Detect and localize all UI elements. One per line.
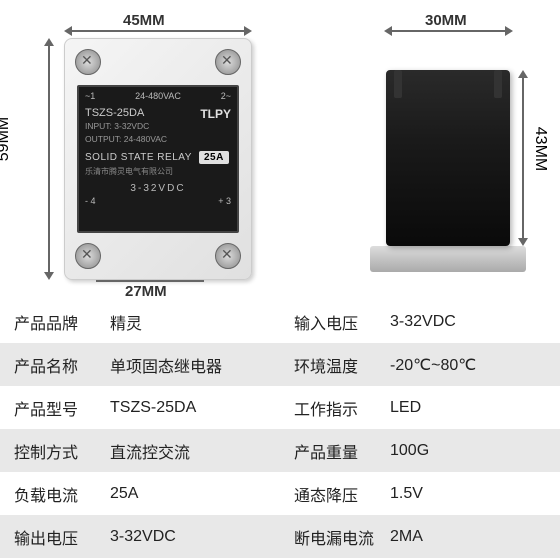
arrow-side-top <box>386 30 511 32</box>
spec-value: TSZS-25DA <box>110 399 280 417</box>
brand-text: TLPY <box>200 107 231 121</box>
spec-label: 负载电流 <box>0 482 110 506</box>
dimension-side-height: 43MM <box>531 127 549 171</box>
amp-badge: 25A <box>199 151 229 164</box>
relay-side-base <box>370 246 526 272</box>
spec-value: 直流控交流 <box>110 439 280 463</box>
dc-range: 3-32VDC <box>85 183 231 194</box>
relay-side-body <box>386 70 510 246</box>
terminal-1: ~1 <box>85 91 95 101</box>
spec-label: 输出电压 <box>0 525 110 549</box>
terminal-3: + 3 <box>218 196 231 206</box>
model-text: TSZS-25DA <box>85 107 144 119</box>
spec-value: 25A <box>110 485 280 503</box>
screw-icon <box>75 243 101 269</box>
spec-row: 通态降压1.5V <box>280 472 560 515</box>
ssr-text: SOLID STATE RELAY <box>85 152 192 163</box>
spec-label: 环境温度 <box>280 353 390 377</box>
spec-column-left: 产品品牌精灵产品名称单项固态继电器产品型号TSZS-25DA控制方式直流控交流负… <box>0 300 280 560</box>
spec-value: 100G <box>390 442 560 460</box>
arrow-bottom <box>96 280 204 282</box>
dimension-width-top: 45MM <box>123 12 165 29</box>
dimension-side-width: 30MM <box>425 12 467 29</box>
spec-row: 产品型号TSZS-25DA <box>0 386 280 429</box>
input-spec: INPUT: 3-32VDC <box>85 121 231 132</box>
spec-label: 产品重量 <box>280 439 390 463</box>
spec-row: 输出电压3-32VDC <box>0 515 280 558</box>
spec-row: 断电漏电流2MA <box>280 515 560 558</box>
spec-value: LED <box>390 399 560 417</box>
spec-label: 控制方式 <box>0 439 110 463</box>
relay-label-plate: ~1 24-480VAC 2~ TSZS-25DA TLPY INPUT: 3-… <box>77 85 239 233</box>
spec-value: 3-32VDC <box>110 528 280 546</box>
spec-label: 断电漏电流 <box>280 525 390 549</box>
spec-row: 产品品牌精灵 <box>0 300 280 343</box>
spec-row: 负载电流25A <box>0 472 280 515</box>
spec-row: 产品名称单项固态继电器 <box>0 343 280 386</box>
ac-range: 24-480VAC <box>135 91 181 101</box>
spec-table: 产品品牌精灵产品名称单项固态继电器产品型号TSZS-25DA控制方式直流控交流负… <box>0 300 560 560</box>
screw-icon <box>215 243 241 269</box>
terminal-4: - 4 <box>85 196 96 206</box>
side-view: 30MM 43MM <box>330 0 550 290</box>
spec-label: 工作指示 <box>280 396 390 420</box>
spec-label: 产品型号 <box>0 396 110 420</box>
terminal-2: 2~ <box>221 91 231 101</box>
relay-front-body: ~1 24-480VAC 2~ TSZS-25DA TLPY INPUT: 3-… <box>64 38 252 280</box>
spec-value: 2MA <box>390 528 560 546</box>
spec-value: 单项固态继电器 <box>110 353 280 377</box>
arrow-top <box>66 30 250 32</box>
front-view: 45MM 59MM ~1 24-480VAC 2~ TSZS-25DA TLPY <box>0 0 330 290</box>
spec-value: 1.5V <box>390 485 560 503</box>
spec-label: 产品名称 <box>0 353 110 377</box>
dimension-height-left: 59MM <box>0 117 13 161</box>
spec-label: 通态降压 <box>280 482 390 506</box>
arrow-side-right <box>522 72 524 244</box>
spec-value: -20℃~80℃ <box>390 355 560 375</box>
spec-row: 环境温度-20℃~80℃ <box>280 343 560 386</box>
spec-row: 输入电压3-32VDC <box>280 300 560 343</box>
spec-row: 产品重量100G <box>280 429 560 472</box>
spec-row: 控制方式直流控交流 <box>0 429 280 472</box>
spec-label: 输入电压 <box>280 310 390 334</box>
spec-column-right: 输入电压3-32VDC环境温度-20℃~80℃工作指示LED产品重量100G通态… <box>280 300 560 560</box>
product-images-section: 45MM 59MM ~1 24-480VAC 2~ TSZS-25DA TLPY <box>0 0 560 300</box>
spec-value: 3-32VDC <box>390 313 560 331</box>
spec-label: 产品品牌 <box>0 310 110 334</box>
spec-row: 工作指示LED <box>280 386 560 429</box>
output-spec: OUTPUT: 24-480VAC <box>85 134 231 145</box>
arrow-left <box>48 40 50 278</box>
screw-icon <box>75 49 101 75</box>
dimension-width-bottom: 27MM <box>125 283 167 300</box>
spec-value: 精灵 <box>110 310 280 334</box>
screw-icon <box>215 49 241 75</box>
company-text: 乐清市腾灵电气有限公司 <box>85 166 231 177</box>
